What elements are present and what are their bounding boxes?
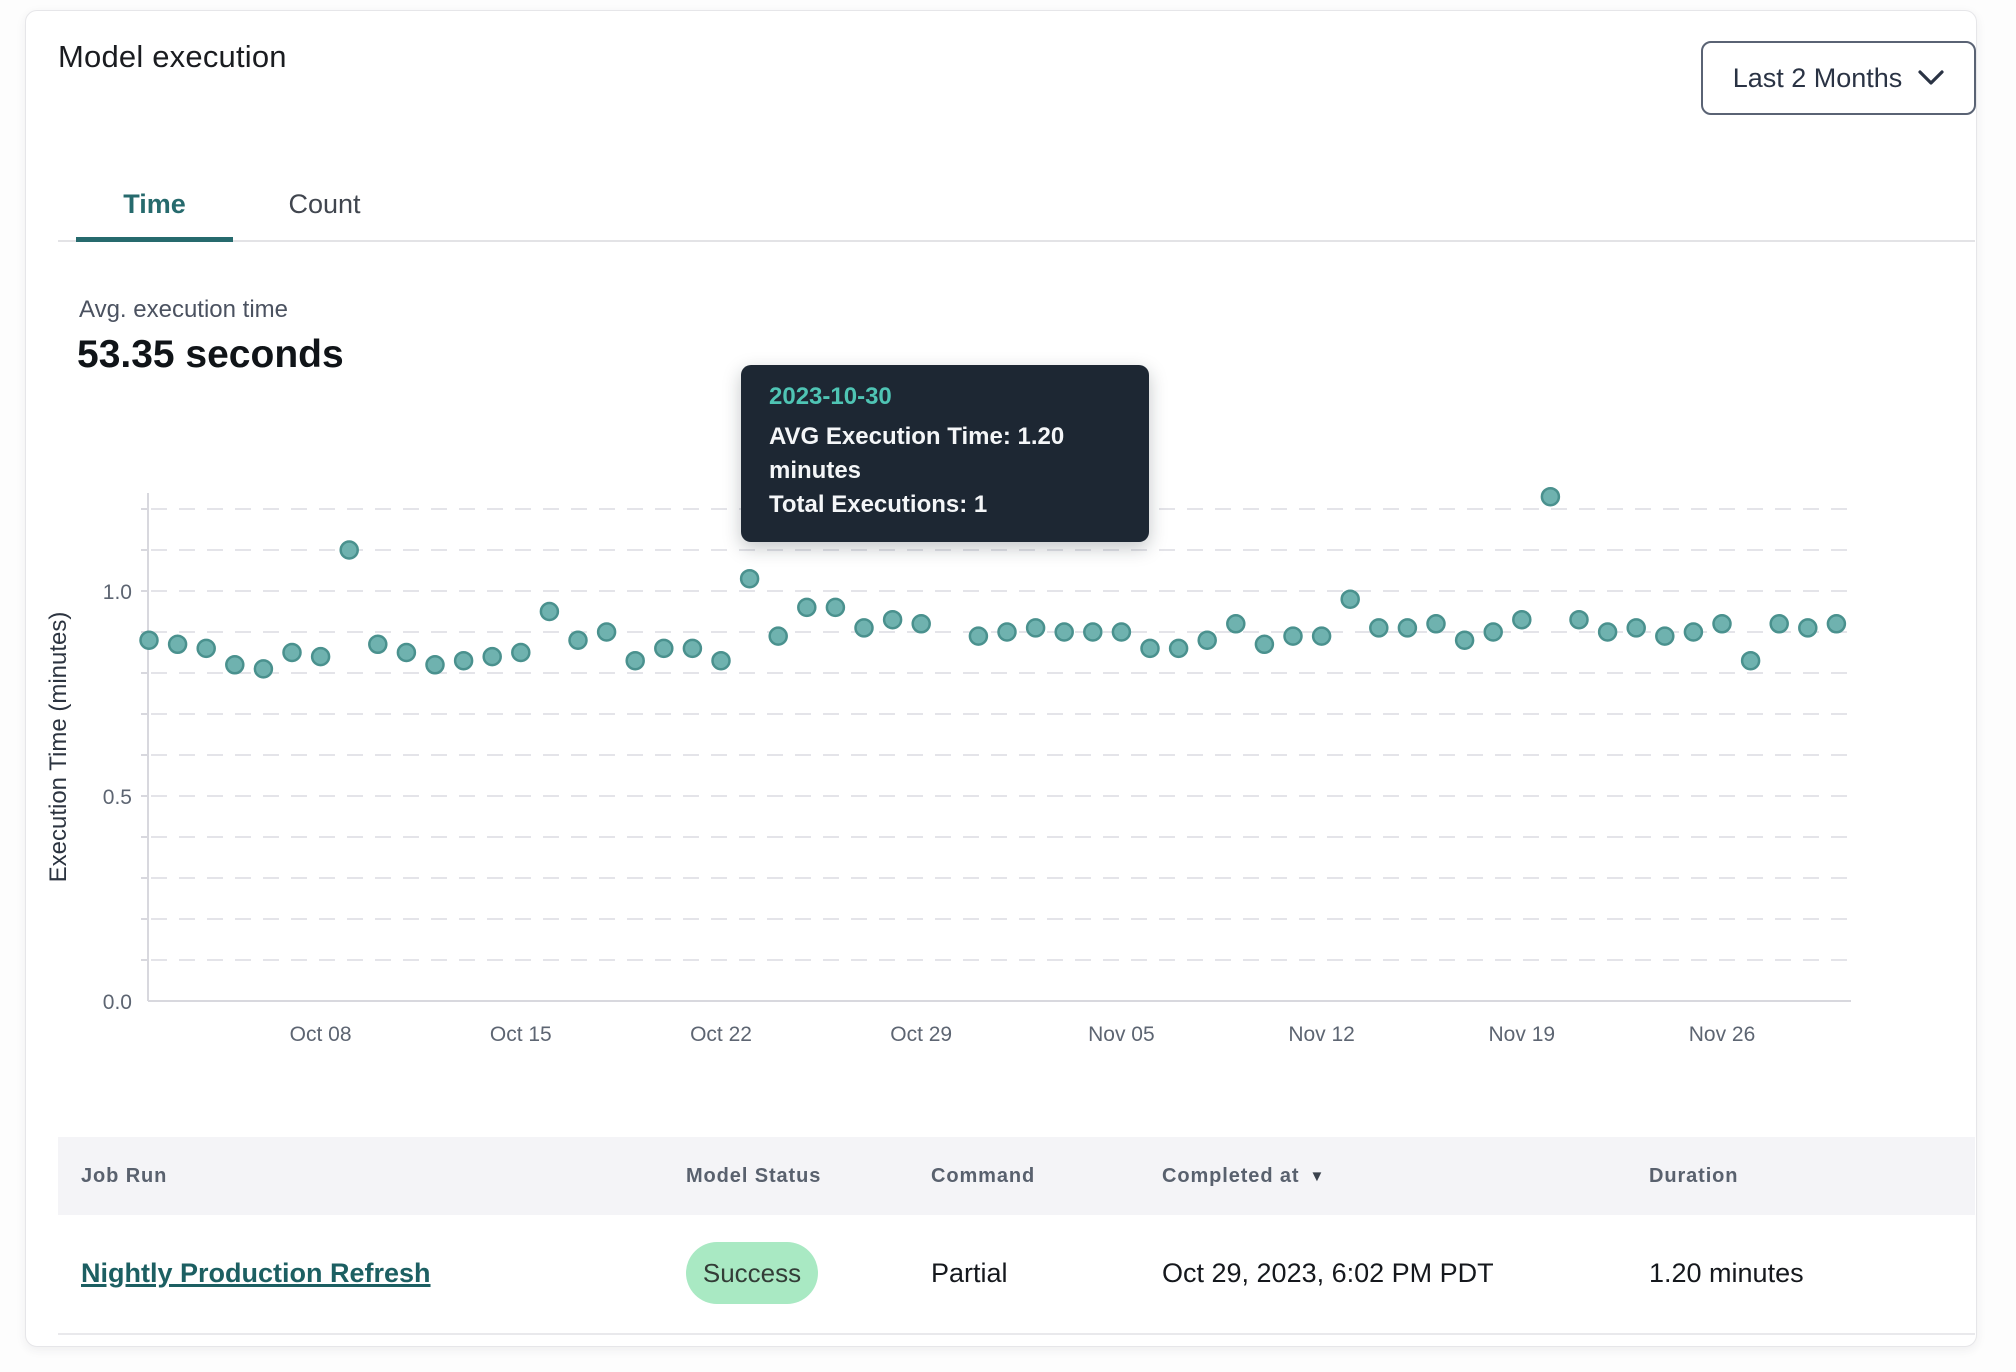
- svg-text:Oct 15: Oct 15: [490, 1023, 552, 1046]
- column-header-model-status[interactable]: Model Status: [686, 1164, 822, 1187]
- svg-text:Nov 12: Nov 12: [1288, 1023, 1355, 1046]
- chart-tooltip: 2023-10-30 AVG Execution Time: 1.20 minu…: [741, 365, 1149, 542]
- sort-desc-icon: ▼: [1309, 1167, 1326, 1185]
- duration-cell: 1.20 minutes: [1649, 1257, 1804, 1288]
- model-execution-card: Model execution Last 2 Months Time Count…: [25, 10, 1977, 1347]
- job-run-link[interactable]: Nightly Production Refresh: [81, 1257, 431, 1288]
- column-header-job-run[interactable]: Job Run: [81, 1164, 168, 1187]
- svg-text:0.0: 0.0: [103, 991, 132, 1014]
- column-header-command[interactable]: Command: [931, 1164, 1036, 1187]
- completed-at-cell: Oct 29, 2023, 6:02 PM PDT: [1162, 1257, 1494, 1288]
- status-badge: Success: [686, 1242, 818, 1304]
- table-header-row: Job Run Model Status Command Completed a…: [58, 1137, 1975, 1215]
- column-header-completed-at[interactable]: Completed at ▼: [1162, 1164, 1326, 1187]
- svg-text:1.0: 1.0: [103, 581, 132, 604]
- avg-execution-time-value: 53.35 seconds: [77, 333, 344, 376]
- svg-text:Execution Time (minutes): Execution Time (minutes): [45, 612, 72, 883]
- date-range-dropdown[interactable]: Last 2 Months: [1701, 41, 1976, 115]
- page-title: Model execution: [58, 39, 287, 74]
- command-cell: Partial: [931, 1257, 1008, 1288]
- tooltip-avg-line: AVG Execution Time: 1.20 minutes: [769, 423, 1065, 484]
- svg-text:Nov 19: Nov 19: [1489, 1023, 1556, 1046]
- tab-time[interactable]: Time: [123, 188, 186, 219]
- date-range-value: Last 2 Months: [1732, 62, 1903, 93]
- column-header-duration[interactable]: Duration: [1649, 1164, 1739, 1187]
- model-status-cell: Success: [686, 1223, 818, 1323]
- svg-text:Oct 08: Oct 08: [290, 1023, 352, 1046]
- job-run-cell: Nightly Production Refresh: [81, 1223, 431, 1323]
- chevron-down-icon: [1918, 70, 1944, 85]
- active-tab-underline: [76, 237, 233, 242]
- tab-count[interactable]: Count: [288, 188, 361, 219]
- tabs-divider: [58, 240, 1975, 242]
- tooltip-total-line: Total Executions: 1: [769, 491, 988, 518]
- execution-scatter-chart[interactable]: 0.0 0.5 1.0 Oct 08 Oct 15 Oct 22 Oct 29 Nov 05 N…: [26, 451, 1966, 1091]
- avg-execution-time-label: Avg. execution time: [79, 296, 289, 323]
- svg-text:0.5: 0.5: [103, 786, 132, 809]
- svg-text:Nov 26: Nov 26: [1689, 1023, 1756, 1046]
- svg-text:Oct 29: Oct 29: [890, 1023, 952, 1046]
- tooltip-date: 2023-10-30: [769, 383, 892, 410]
- svg-text:Oct 22: Oct 22: [690, 1023, 752, 1046]
- table-row: Nightly Production Refresh Success Parti…: [58, 1215, 1975, 1335]
- svg-text:Nov 05: Nov 05: [1088, 1023, 1155, 1046]
